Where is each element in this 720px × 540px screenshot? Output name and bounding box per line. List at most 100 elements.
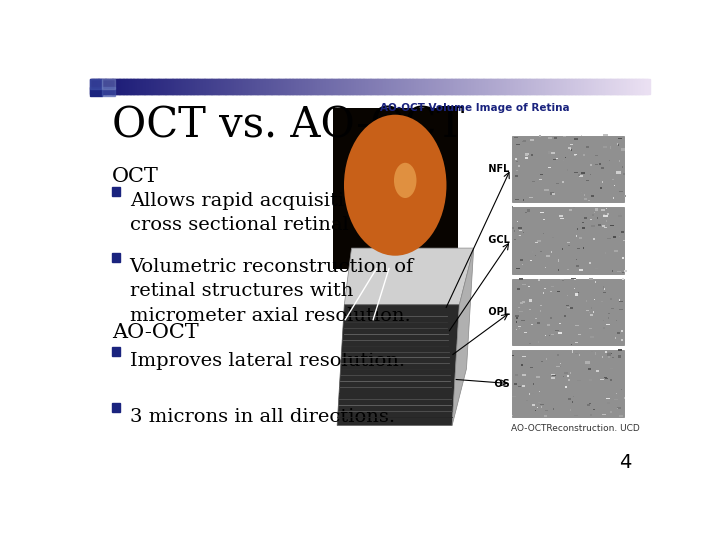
Bar <box>539 79 542 94</box>
Bar <box>621 166 623 168</box>
Bar <box>521 302 523 304</box>
Bar <box>623 79 626 94</box>
Bar <box>556 79 559 94</box>
Bar <box>545 176 549 177</box>
Text: GCL: GCL <box>485 235 510 245</box>
Bar <box>617 79 621 94</box>
Bar <box>297 79 300 94</box>
Bar <box>164 79 167 94</box>
Bar <box>575 353 577 354</box>
Bar <box>589 278 593 280</box>
Bar <box>522 301 525 303</box>
Bar <box>446 79 449 94</box>
Bar <box>618 79 622 94</box>
Bar <box>233 79 235 94</box>
Bar <box>638 79 642 94</box>
Bar <box>539 390 540 393</box>
Bar <box>206 79 209 94</box>
Bar <box>550 192 554 194</box>
Bar <box>590 219 592 220</box>
Bar <box>591 225 595 227</box>
Bar <box>577 228 578 231</box>
Bar <box>200 79 203 94</box>
Bar <box>589 312 590 313</box>
Bar <box>610 146 611 148</box>
Bar <box>545 79 548 94</box>
Bar <box>271 79 274 94</box>
Bar <box>504 79 508 94</box>
Bar <box>284 79 287 94</box>
Bar <box>556 183 559 184</box>
Bar <box>333 79 336 94</box>
Bar <box>292 79 295 94</box>
Bar <box>618 136 622 137</box>
Bar <box>521 364 523 366</box>
Bar <box>578 174 580 176</box>
Bar <box>204 79 207 94</box>
Bar <box>133 79 136 94</box>
Bar <box>590 164 592 166</box>
Bar <box>124 79 127 94</box>
Bar <box>537 322 540 324</box>
Bar <box>316 79 319 94</box>
Bar <box>489 79 492 94</box>
Bar <box>608 79 611 94</box>
Text: 3 microns in all directions.: 3 microns in all directions. <box>130 408 395 426</box>
Bar <box>526 79 530 94</box>
Bar <box>535 409 536 411</box>
Bar <box>302 79 305 94</box>
Bar <box>531 79 534 94</box>
Bar <box>139 79 142 94</box>
Bar <box>188 79 191 94</box>
Bar <box>595 208 598 211</box>
Bar <box>213 79 216 94</box>
Bar <box>203 79 206 94</box>
Bar <box>569 209 572 211</box>
Bar <box>467 79 469 94</box>
Bar <box>562 79 564 94</box>
Bar <box>550 291 552 292</box>
Bar <box>481 79 484 94</box>
Bar <box>437 79 441 94</box>
Bar <box>621 326 624 327</box>
Bar <box>514 383 517 385</box>
Bar <box>636 79 639 94</box>
Bar <box>560 279 564 280</box>
Bar <box>613 236 616 238</box>
Bar <box>595 352 596 355</box>
Bar <box>517 221 518 222</box>
Bar <box>513 79 516 94</box>
Bar <box>344 79 347 94</box>
Bar <box>305 79 308 94</box>
Bar <box>616 171 621 173</box>
Bar <box>567 79 570 94</box>
Bar <box>596 79 600 94</box>
Bar <box>196 79 199 94</box>
Polygon shape <box>452 248 474 426</box>
Bar <box>461 79 464 94</box>
Bar <box>471 79 474 94</box>
Bar <box>590 414 592 416</box>
Bar <box>519 230 522 231</box>
Bar <box>384 79 387 94</box>
Bar <box>276 79 279 94</box>
Bar <box>644 79 647 94</box>
Bar <box>601 167 604 168</box>
Bar <box>277 79 280 94</box>
Bar <box>114 79 117 94</box>
Bar <box>338 79 341 94</box>
Bar <box>429 79 432 94</box>
Bar <box>451 79 454 94</box>
Ellipse shape <box>394 163 416 198</box>
Text: OCT: OCT <box>112 167 159 186</box>
Bar <box>433 79 436 94</box>
Bar <box>485 79 488 94</box>
Bar <box>184 79 186 94</box>
Text: Volumetric reconstruction of
retinal structures with
micrometer axial resolution: Volumetric reconstruction of retinal str… <box>130 258 414 325</box>
Bar <box>341 79 344 94</box>
Bar <box>588 379 592 381</box>
Bar <box>591 79 594 94</box>
Bar <box>105 79 109 94</box>
Bar <box>525 413 527 414</box>
Bar <box>551 334 554 335</box>
